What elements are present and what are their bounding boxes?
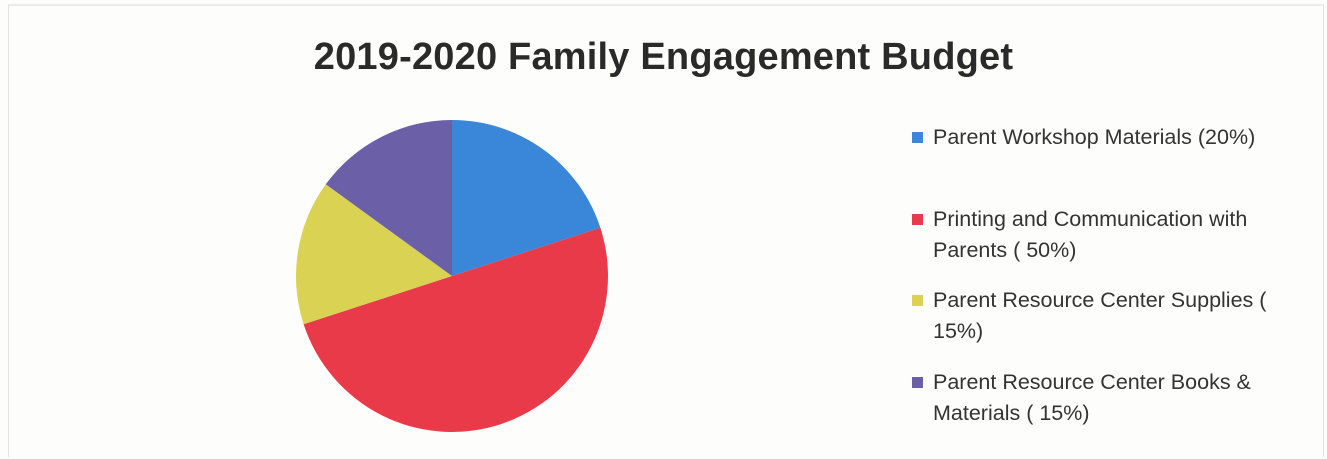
pie-slice-parent-workshop-materials: [452, 120, 601, 276]
pie-slice-printing-and-communication-with-parents: [303, 227, 608, 432]
pie-slices: [296, 120, 608, 432]
legend-swatch: [912, 214, 923, 225]
legend-label: Parent Resource Center Books & Materials…: [933, 370, 1251, 425]
legend-swatch: [912, 132, 923, 143]
legend-label: Parent Resource Center Supplies ( 15%): [933, 288, 1267, 343]
chart-title: 2019-2020 Family Engagement Budget: [313, 36, 1014, 78]
legend-label: Printing and Communication with Parents …: [933, 207, 1248, 262]
pie-slice-parent-resource-center-supplies: [296, 184, 452, 325]
legend-swatch: [912, 295, 923, 306]
pie-slice-parent-resource-center-books-materials: [325, 120, 452, 276]
frame-border: [8, 4, 1324, 457]
legend-label: Parent Workshop Materials (20%): [933, 125, 1256, 149]
legend-swatch: [912, 377, 923, 388]
